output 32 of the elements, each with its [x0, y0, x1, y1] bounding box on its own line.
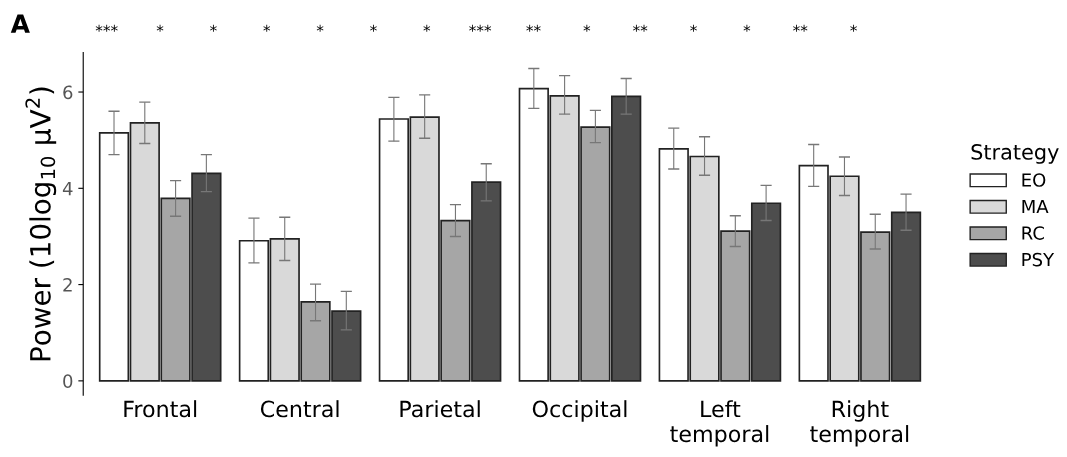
text: *: [850, 24, 857, 32]
x-tick-label: Left temporal: [670, 400, 769, 447]
x-tick-label: Right temporal: [810, 400, 909, 447]
text: *: [370, 24, 377, 32]
text: *: [423, 24, 431, 32]
y-tick-label: 4: [62, 182, 73, 196]
legend-label: MA: [1022, 199, 1049, 214]
x-tick-label: Frontal: [124, 400, 197, 418]
text: *: [690, 24, 697, 32]
legend-label: PSY: [1022, 252, 1055, 267]
text: *: [316, 24, 324, 32]
x-tick-label: Central: [260, 400, 339, 418]
legend-label: RC: [1022, 226, 1044, 240]
text: *: [583, 24, 591, 32]
text: *: [743, 24, 751, 32]
text: *: [263, 24, 271, 32]
text: **: [793, 24, 808, 32]
text: ***: [95, 24, 118, 32]
x-tick-label: Occipital: [532, 400, 627, 422]
y-tick-label: 6: [63, 85, 73, 100]
y-tick-label: 0: [63, 374, 73, 388]
x-tick-label: Parietal: [400, 400, 480, 418]
legend-title: Strategy: [971, 144, 1059, 164]
text: **: [633, 24, 648, 32]
text: *: [156, 24, 164, 32]
text: **: [526, 24, 541, 32]
y-axis-title: Power (10log$_{10}$ μV$^{2}$): [25, 87, 57, 361]
text: A: [10, 14, 30, 33]
text: *: [210, 24, 217, 32]
text: ***: [469, 24, 492, 32]
y-tick-label: 2: [63, 278, 72, 292]
legend-label: EO: [1022, 173, 1046, 187]
